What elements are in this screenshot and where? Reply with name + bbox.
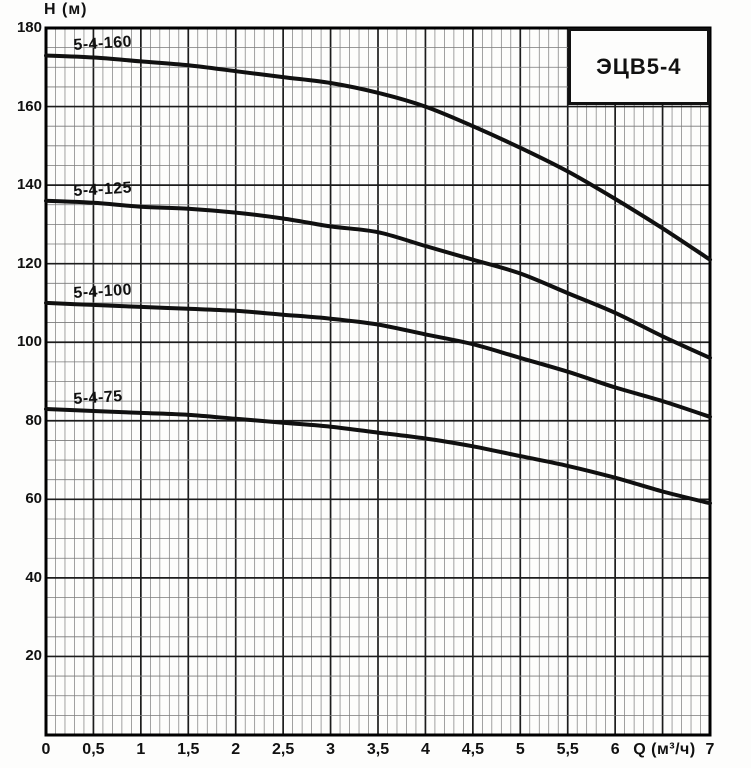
curve-label-5-4-100: 5-4-100 [72,281,133,302]
y-tick-label-80: 80 [25,411,42,429]
plot-border [44,26,712,737]
y-axis-title: H (м) [44,1,88,18]
curve-label-5-4-125: 5-4-125 [72,179,133,200]
y-tick-label-100: 100 [16,333,42,351]
x-tick-label-6: 6 [610,741,620,758]
x-tick-label-2: 2 [231,741,241,758]
y-tick-label-40: 40 [25,568,42,586]
x-tick-label-7: 7 [705,741,715,758]
pump-curve-5-4-125 [44,198,712,360]
x-tick-label-4: 4 [420,741,430,758]
x-tick-label-3,5: 3,5 [366,741,390,758]
y-tick-label-60: 60 [25,490,42,508]
chart-title: ЭЦВ5-4 [596,53,682,79]
x-tick-label-0,5: 0,5 [82,741,105,758]
pump-curve-5-4-160 [44,53,712,262]
x-tick-label-3: 3 [326,741,336,758]
x-tick-label-5: 5 [515,741,525,758]
curve-label-5-4-75: 5-4-75 [72,387,124,408]
x-tick-label-2,5: 2,5 [272,741,295,758]
x-tick-label-1,5: 1,5 [177,741,200,758]
y-tick-label-140: 140 [16,176,42,194]
y-tick-label-180: 180 [16,19,42,36]
y-tick-label-160: 160 [16,97,42,115]
x-axis-title: Q (м³/ч) [633,741,696,758]
y-tick-label-120: 120 [16,254,42,272]
pump-curve-5-4-75 [44,407,712,506]
x-tick-label-1: 1 [136,741,146,758]
chart-title-box: ЭЦВ5-4 [567,28,710,105]
x-tick-label-0: 0 [41,741,51,758]
x-tick-label-5,5: 5,5 [556,741,579,758]
y-tick-label-20: 20 [25,647,42,665]
pump-curve-5-4-100 [44,300,712,419]
x-tick-label-4,5: 4,5 [461,741,484,758]
